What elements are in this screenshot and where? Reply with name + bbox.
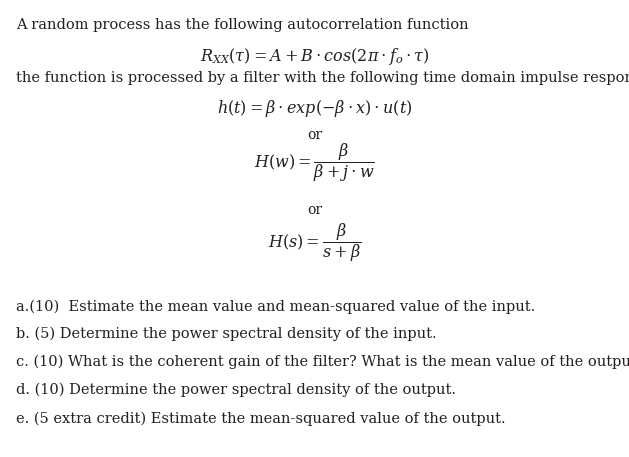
Text: c. (10) What is the coherent gain of the filter? What is the mean value of the o: c. (10) What is the coherent gain of the… — [16, 354, 629, 368]
Text: $H(s) = \dfrac{\beta}{s + \beta}$: $H(s) = \dfrac{\beta}{s + \beta}$ — [268, 221, 361, 264]
Text: e. (5 extra credit) Estimate the mean-squared value of the output.: e. (5 extra credit) Estimate the mean-sq… — [16, 411, 505, 425]
Text: $R_{XX}(\tau) = A + B \cdot cos(2\pi \cdot f_o \cdot \tau)$: $R_{XX}(\tau) = A + B \cdot cos(2\pi \cd… — [199, 46, 430, 67]
Text: b. (5) Determine the power spectral density of the input.: b. (5) Determine the power spectral dens… — [16, 327, 437, 341]
Text: a.(10)  Estimate the mean value and mean-squared value of the input.: a.(10) Estimate the mean value and mean-… — [16, 299, 535, 314]
Text: $H(w) = \dfrac{\beta}{\beta + j \cdot w}$: $H(w) = \dfrac{\beta}{\beta + j \cdot w}… — [254, 141, 375, 184]
Text: A random process has the following autocorrelation function: A random process has the following autoc… — [16, 18, 469, 32]
Text: the function is processed by a filter with the following time domain impulse res: the function is processed by a filter wi… — [16, 71, 629, 85]
Text: or: or — [307, 128, 322, 142]
Text: $h(t) = \beta \cdot exp(-\beta \cdot x) \cdot u(t)$: $h(t) = \beta \cdot exp(-\beta \cdot x) … — [217, 98, 412, 119]
Text: d. (10) Determine the power spectral density of the output.: d. (10) Determine the power spectral den… — [16, 383, 456, 397]
Text: or: or — [307, 203, 322, 218]
